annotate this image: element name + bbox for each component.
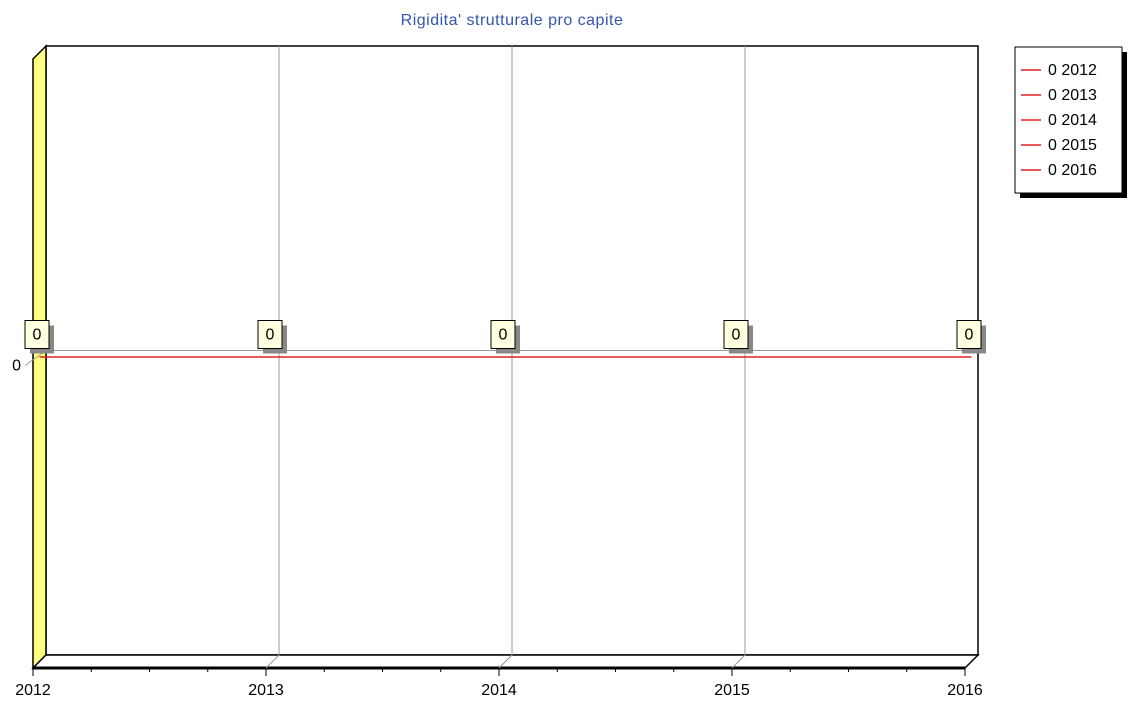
data-label: 0 <box>33 327 42 344</box>
x-tick-label: 2012 <box>15 682 51 699</box>
data-label: 0 <box>965 327 974 344</box>
data-label-box <box>956 320 982 349</box>
data-label: 0 <box>499 327 508 344</box>
legend-label: 0 2013 <box>1048 87 1097 104</box>
legend-label: 0 2012 <box>1048 62 1097 79</box>
data-label-box <box>490 320 516 349</box>
x-tick-label: 2016 <box>947 682 983 699</box>
data-label: 0 <box>732 327 741 344</box>
data-label-box <box>24 320 50 349</box>
data-label: 0 <box>266 327 275 344</box>
floor-grid-line <box>265 654 280 669</box>
data-label-box <box>257 320 283 349</box>
data-label-box <box>723 320 749 349</box>
floor-grid-line <box>731 654 746 669</box>
x-tick-label: 2014 <box>481 682 517 699</box>
legend-label: 0 2015 <box>1048 137 1097 154</box>
x-tick-label: 2013 <box>248 682 284 699</box>
legend-label: 0 2016 <box>1048 162 1097 179</box>
floor-grid-line <box>498 654 513 669</box>
x-tick-label: 2015 <box>714 682 750 699</box>
chart-title: Rigidita' strutturale pro capite <box>401 12 624 29</box>
y-tick-label: 0 <box>12 358 21 375</box>
legend-label: 0 2014 <box>1048 112 1097 129</box>
